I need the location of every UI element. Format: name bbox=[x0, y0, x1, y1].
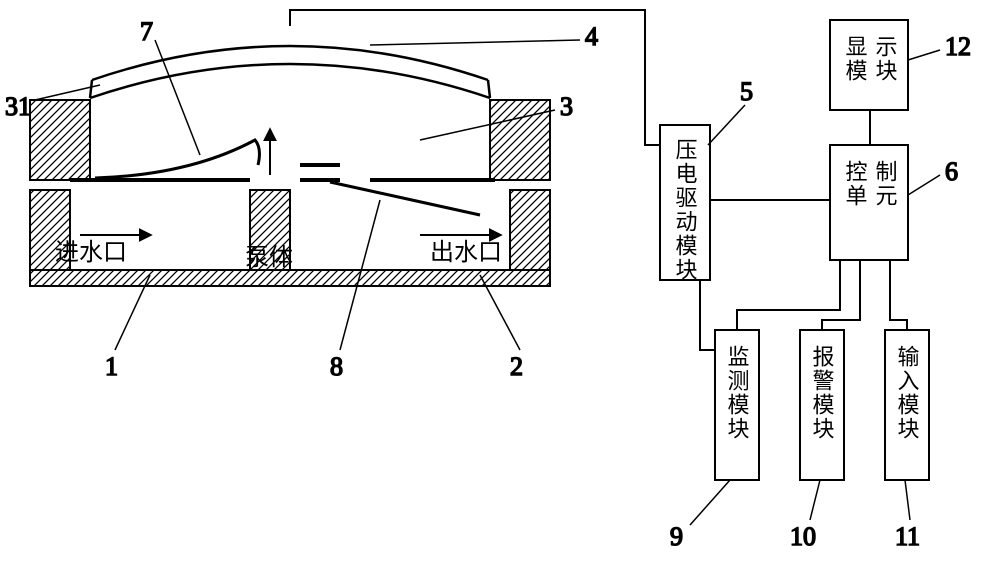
input-module: 输入模块 bbox=[885, 330, 929, 480]
svg-text:10: 10 bbox=[790, 522, 816, 551]
svg-text:2: 2 bbox=[510, 352, 523, 381]
piezo-drive-label: 压电驱动模块 bbox=[673, 138, 698, 282]
piezo-drive-module: 压电驱动模块 bbox=[660, 125, 710, 282]
input-label: 输入模块 bbox=[895, 345, 920, 441]
callout-8: 8 bbox=[330, 200, 380, 381]
display-label-c2: 示块 bbox=[873, 35, 898, 83]
svg-text:6: 6 bbox=[945, 157, 958, 186]
svg-text:11: 11 bbox=[895, 522, 920, 551]
callout-2: 2 bbox=[480, 275, 523, 381]
display-label-c1: 显模 bbox=[843, 35, 868, 83]
monitor-module: 监测模块 bbox=[715, 330, 759, 480]
callout-12: 12 bbox=[908, 32, 971, 61]
callout-9: 9 bbox=[670, 480, 730, 551]
callout-7: 7 bbox=[140, 17, 200, 155]
valve-right bbox=[330, 182, 480, 215]
callout-5: 5 bbox=[708, 77, 753, 145]
pump-section: 进水口 出水口 泵体 bbox=[30, 46, 550, 286]
display-module: 显模 示块 bbox=[830, 20, 908, 110]
svg-text:7: 7 bbox=[140, 17, 153, 46]
monitor-label: 监测模块 bbox=[725, 345, 750, 441]
alarm-label: 报警模块 bbox=[810, 345, 835, 441]
pump-upper-left-wall bbox=[30, 100, 90, 180]
pump-right-pier bbox=[510, 190, 550, 270]
pump-upper-right-wall bbox=[490, 100, 550, 180]
svg-text:8: 8 bbox=[330, 352, 343, 381]
svg-text:12: 12 bbox=[945, 32, 971, 61]
control-unit-label-c2: 制元 bbox=[873, 160, 898, 208]
svg-text:1: 1 bbox=[105, 352, 118, 381]
callout-4: 4 bbox=[370, 22, 598, 51]
inlet-label: 进水口 bbox=[55, 239, 127, 266]
diaphragm-inner bbox=[90, 64, 490, 98]
svg-text:4: 4 bbox=[585, 22, 598, 51]
control-unit-label-c1: 控单 bbox=[843, 160, 868, 208]
svg-text:5: 5 bbox=[740, 77, 753, 106]
pump-base bbox=[30, 270, 550, 286]
callout-6: 6 bbox=[908, 157, 958, 195]
alarm-module: 报警模块 bbox=[800, 330, 844, 480]
svg-text:31: 31 bbox=[5, 92, 31, 121]
conn-diaphragm-piezo bbox=[290, 10, 660, 145]
callout-1: 1 bbox=[105, 275, 150, 381]
conn-control-input bbox=[890, 260, 907, 330]
svg-text:3: 3 bbox=[560, 92, 573, 121]
valve-left bbox=[95, 140, 259, 178]
diagram-root: 进水口 出水口 泵体 压电驱动模块 控单 制元 显模 示块 监测模 bbox=[0, 0, 1000, 578]
control-unit-module: 控单 制元 bbox=[830, 145, 908, 260]
diaphragm-cap-l bbox=[90, 80, 92, 98]
svg-text:9: 9 bbox=[670, 522, 683, 551]
modules: 压电驱动模块 控单 制元 显模 示块 监测模块 报警模块 输入模块 bbox=[660, 20, 929, 480]
diaphragm-cap-r bbox=[488, 80, 490, 98]
conn-piezo-monitor bbox=[700, 280, 715, 350]
outlet-label: 出水口 bbox=[430, 239, 502, 266]
body-label: 泵体 bbox=[245, 244, 293, 271]
callout-11: 11 bbox=[895, 480, 920, 551]
callout-10: 10 bbox=[790, 480, 820, 551]
